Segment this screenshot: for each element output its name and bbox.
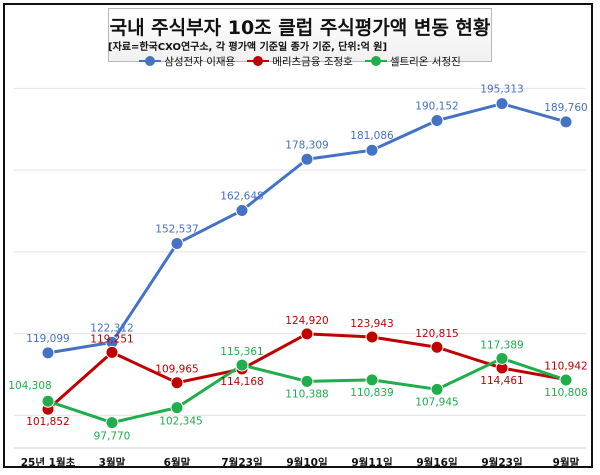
data-point-meritz bbox=[105, 345, 119, 359]
x-tick-label: 9월10일 bbox=[286, 456, 327, 469]
data-label-meritz: 114,461 bbox=[480, 375, 523, 387]
data-point-samsung bbox=[365, 143, 379, 157]
data-label-meritz: 114,168 bbox=[220, 376, 263, 388]
data-label-celltrion: 110,839 bbox=[350, 387, 393, 399]
data-label-samsung: 195,313 bbox=[480, 84, 523, 96]
legend-swatch-celltrion bbox=[364, 56, 387, 66]
data-point-meritz bbox=[365, 330, 379, 344]
data-point-samsung bbox=[41, 346, 55, 360]
data-label-samsung: 181,086 bbox=[350, 130, 394, 142]
legend-label-meritz: 메리츠금융 조정호 bbox=[272, 55, 353, 68]
x-tick-label: 9월11일 bbox=[351, 456, 392, 469]
data-label-celltrion: 115,361 bbox=[220, 346, 263, 358]
data-point-meritz bbox=[300, 327, 314, 341]
title-box: 국내 주식부자 10조 클럽 주식평가액 변동 현황 bbox=[108, 8, 492, 62]
data-label-celltrion: 97,770 bbox=[94, 431, 131, 443]
data-label-meritz: 119,251 bbox=[90, 333, 133, 345]
x-tick-label: 9월23일 bbox=[481, 456, 522, 469]
data-label-meritz: 123,943 bbox=[350, 318, 393, 330]
legend-label-celltrion: 셀트리온 서정진 bbox=[389, 55, 461, 68]
x-axis-ticks: 25년 1월초 3월말 6월말 7월23일 9월10일 9월11일 9월16일 9월23일 9월… bbox=[21, 456, 580, 469]
legend-label-samsung: 삼성전자 이재용 bbox=[164, 55, 236, 68]
data-point-celltrion bbox=[430, 382, 444, 396]
data-label-meritz: 124,920 bbox=[285, 315, 328, 327]
x-tick-label: 7월23일 bbox=[221, 456, 262, 469]
legend-swatch-samsung bbox=[139, 56, 162, 66]
legend-item-meritz: 메리츠금융 조정호 bbox=[247, 54, 353, 69]
legend-swatch-meritz bbox=[247, 56, 270, 66]
x-tick-label: 9월16일 bbox=[416, 456, 457, 469]
data-label-celltrion: 104,308 bbox=[8, 380, 51, 392]
data-label-celltrion: 102,345 bbox=[159, 416, 202, 428]
data-label-meritz: 101,852 bbox=[26, 416, 69, 428]
data-label-meritz: 109,965 bbox=[155, 364, 198, 376]
data-point-celltrion bbox=[300, 374, 314, 388]
data-label-samsung: 190,152 bbox=[415, 101, 458, 113]
data-label-meritz: 120,815 bbox=[415, 328, 458, 340]
data-point-samsung bbox=[235, 203, 249, 217]
data-point-samsung bbox=[495, 97, 509, 111]
gridlines bbox=[14, 87, 586, 449]
x-tick-label: 9월말 bbox=[553, 456, 580, 469]
data-point-samsung bbox=[559, 115, 573, 129]
data-label-celltrion: 110,808 bbox=[544, 387, 587, 399]
data-point-celltrion bbox=[105, 416, 119, 430]
data-point-samsung bbox=[170, 237, 184, 251]
data-point-celltrion bbox=[495, 351, 509, 365]
data-label-meritz: 110,942 bbox=[544, 361, 587, 373]
data-point-celltrion bbox=[170, 401, 184, 415]
chart-subtitle: [자료=한국CXO연구소, 각 평가액 기준일 종가 기준, 단위:억 원] bbox=[108, 42, 388, 53]
data-point-celltrion bbox=[235, 358, 249, 372]
data-point-celltrion bbox=[559, 373, 573, 387]
legend-item-celltrion: 셀트리온 서정진 bbox=[364, 54, 461, 69]
chart-legend: 삼성전자 이재용 메리츠금융 조정호 셀트리온 서정진 bbox=[0, 52, 600, 70]
data-point-samsung bbox=[430, 114, 444, 128]
x-tick-label: 25년 1월초 bbox=[21, 456, 76, 469]
x-tick-label: 3월말 bbox=[99, 456, 126, 469]
data-point-celltrion bbox=[41, 394, 55, 408]
data-labels: 119,099 122,312 152,537 162,648 178,309 181,0… bbox=[8, 84, 587, 443]
data-point-meritz bbox=[170, 376, 184, 390]
data-label-samsung: 189,760 bbox=[544, 102, 587, 114]
x-tick-label: 6월말 bbox=[164, 456, 191, 469]
data-label-samsung: 119,099 bbox=[26, 333, 69, 345]
data-label-celltrion: 110,388 bbox=[285, 388, 328, 400]
data-label-samsung: 178,309 bbox=[285, 139, 328, 151]
data-point-celltrion bbox=[365, 373, 379, 387]
data-label-celltrion: 107,945 bbox=[415, 396, 458, 408]
data-point-samsung bbox=[300, 152, 314, 166]
data-label-samsung: 152,537 bbox=[155, 224, 198, 236]
data-label-samsung: 122,312 bbox=[90, 322, 133, 334]
data-label-samsung: 162,648 bbox=[220, 190, 263, 202]
data-label-celltrion: 117,389 bbox=[480, 339, 523, 351]
legend-item-samsung: 삼성전자 이재용 bbox=[139, 54, 235, 69]
chart-title: 국내 주식부자 10조 클럽 주식평가액 변동 현황 bbox=[109, 17, 491, 39]
series-points bbox=[41, 97, 573, 430]
chart-frame bbox=[3, 3, 593, 468]
data-point-meritz bbox=[430, 340, 444, 354]
